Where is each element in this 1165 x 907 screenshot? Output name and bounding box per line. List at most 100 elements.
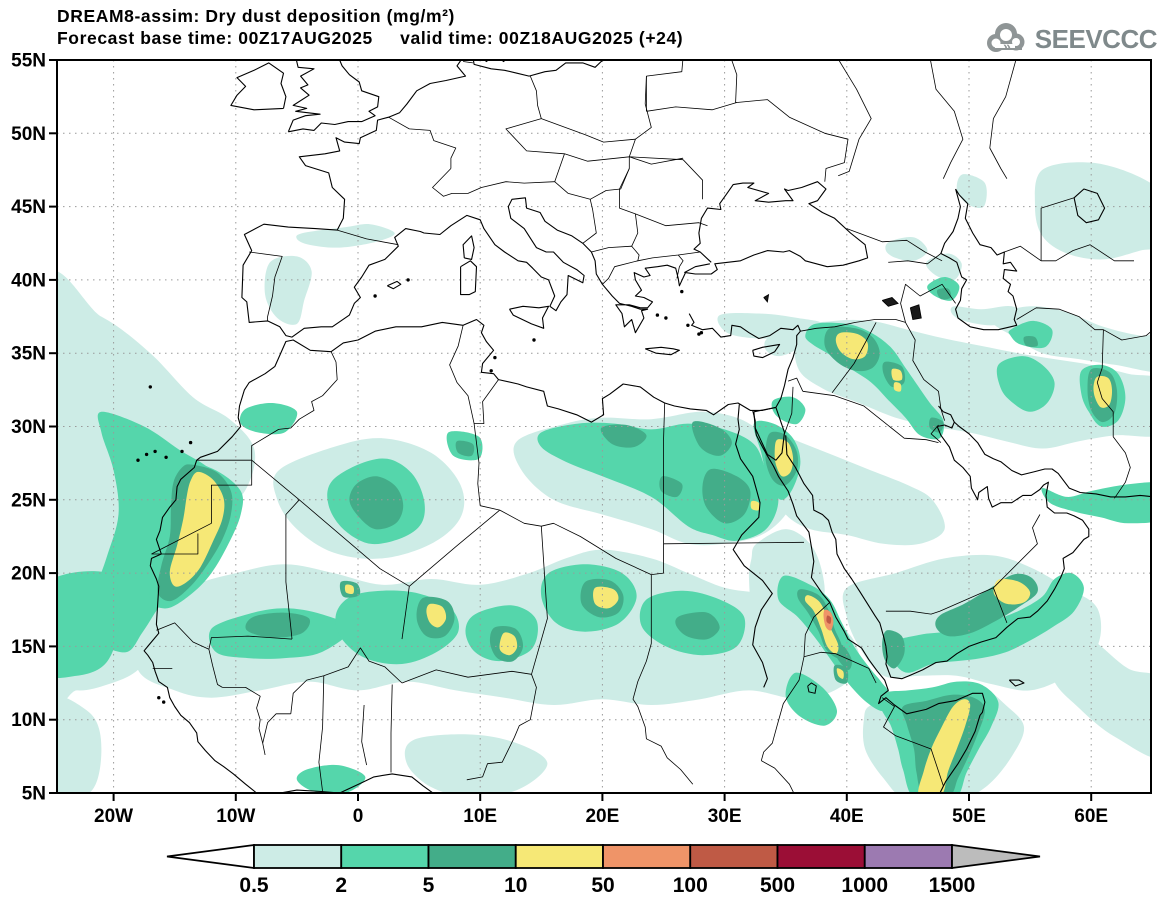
dust-region-level3 xyxy=(891,368,903,381)
lat-label: 45N xyxy=(11,197,46,218)
dust-region-level3 xyxy=(499,632,518,656)
dust-region-level0 xyxy=(296,223,395,248)
lon-label: 30E xyxy=(708,806,742,827)
colorbar-label: 5 xyxy=(423,874,435,897)
logo-text: SEEVCCC xyxy=(1034,23,1158,54)
lon-label: 50E xyxy=(952,806,986,827)
dust-region-level0 xyxy=(956,174,987,209)
dust-region-level3 xyxy=(918,699,971,793)
colorbar: 0.5 2 5 10 50 100 500 1000 1500 xyxy=(166,843,1041,897)
dust-region-level2 xyxy=(882,630,905,669)
colorbar-segment xyxy=(689,844,779,869)
plot-titles: DREAM8-assim: Dry dust deposition (mg/m²… xyxy=(57,5,683,49)
dust-region-level0 xyxy=(1034,162,1151,260)
dust-region-level2 xyxy=(675,612,720,640)
dust-region-level0 xyxy=(717,312,823,339)
lon-label: 20E xyxy=(585,806,619,827)
latitude-axis: 55N 50N 45N 40N 35N 30N 25N 20N 15N 10N 5N xyxy=(11,51,57,805)
lon-label: 10W xyxy=(216,806,255,827)
dust-region-level0 xyxy=(925,253,962,281)
dust-region-level0 xyxy=(264,255,312,325)
dust-region-level3 xyxy=(169,471,225,587)
dust-region-level3 xyxy=(993,578,1031,605)
colorbar-label: 100 xyxy=(673,874,708,897)
dust-region-level2 xyxy=(659,476,683,498)
lat-label: 30N xyxy=(11,417,46,438)
colorbar-label: 50 xyxy=(591,874,614,897)
dust-region-level3 xyxy=(750,500,760,511)
dust-region-level0 xyxy=(885,237,928,262)
dust-contours xyxy=(57,162,1151,793)
dust-region-level2 xyxy=(702,468,751,524)
lat-label: 35N xyxy=(11,344,46,365)
dust-region-level2 xyxy=(691,421,732,456)
lon-label: 0 xyxy=(353,806,364,827)
colorbar-label: 0.5 xyxy=(239,874,269,897)
cloud-icon: » xyxy=(986,23,1025,54)
country-borders xyxy=(151,60,1151,793)
dust-region-level0 xyxy=(758,426,945,546)
dust-region-level2 xyxy=(936,288,952,300)
lat-label: 10N xyxy=(11,710,46,731)
lon-label: 40E xyxy=(830,806,864,827)
dust-region-level1 xyxy=(1008,320,1053,349)
colorbar-label: 2 xyxy=(335,874,347,897)
grid-lines xyxy=(57,60,1151,793)
dust-region-level0 xyxy=(404,734,548,793)
colorbar-segment xyxy=(776,844,866,869)
dust-region-level0 xyxy=(1049,622,1151,757)
colorbar-label: 1000 xyxy=(841,874,888,897)
map-area xyxy=(57,60,1151,793)
lat-label: 55N xyxy=(11,51,46,72)
dust-region-level3 xyxy=(426,603,447,628)
dust-region-level2 xyxy=(245,612,311,638)
colorbar-segment xyxy=(427,844,517,869)
dust-region-level0 xyxy=(764,332,799,357)
lon-label: 10E xyxy=(463,806,497,827)
lat-label: 15N xyxy=(11,637,46,658)
dust-region-level0 xyxy=(57,694,102,793)
colorbar-segment xyxy=(514,844,604,869)
colorbar-label: 10 xyxy=(504,874,527,897)
dust-region-level3 xyxy=(344,584,354,595)
colorbar-over-arrow xyxy=(951,843,1041,870)
dust-region-level3 xyxy=(836,668,844,679)
dust-region-level2 xyxy=(455,440,475,457)
dust-region-level5 xyxy=(826,615,832,624)
small-islands xyxy=(136,278,704,704)
lon-label: 60E xyxy=(1074,806,1108,827)
dust-region-level3 xyxy=(593,586,619,609)
dust-region-level3 xyxy=(804,595,839,654)
colorbar-segment xyxy=(863,844,953,869)
dust-region-level1 xyxy=(57,571,120,678)
lon-label: 20W xyxy=(94,806,133,827)
longitude-axis: 20W 10W 0 10E 20E 30E 40E 50E 60E xyxy=(94,793,1108,827)
plot-title-line1: DREAM8-assim: Dry dust deposition (mg/m²… xyxy=(57,6,455,26)
lat-label: 50N xyxy=(11,124,46,145)
dust-region-level2 xyxy=(600,424,647,448)
dust-region-level1 xyxy=(996,356,1055,412)
colorbar-segment xyxy=(340,844,430,869)
lat-label: 5N xyxy=(22,784,46,805)
logo-arrow-glyph: » xyxy=(1003,38,1011,54)
plot-title-line2: Forecast base time: 00Z17AUG2025 valid t… xyxy=(57,28,684,48)
dust-region-level2 xyxy=(1023,335,1038,347)
colorbar-label: 1500 xyxy=(929,874,976,897)
seevccc-logo: » SEEVCCC xyxy=(983,20,1158,58)
lakes xyxy=(763,293,922,694)
dust-region-level1 xyxy=(296,764,366,793)
dust-region-level1 xyxy=(771,396,806,425)
lat-label: 25N xyxy=(11,490,46,511)
colorbar-under-arrow xyxy=(166,843,255,870)
colorbar-label: 500 xyxy=(760,874,795,897)
coastlines xyxy=(143,60,1151,793)
dust-region-level1 xyxy=(1041,482,1151,524)
dust-region-level1 xyxy=(785,672,838,726)
colorbar-segment xyxy=(253,844,343,869)
colorbar-segment xyxy=(602,844,692,869)
dust-region-level2 xyxy=(349,476,404,530)
dust-region-level2 xyxy=(929,417,944,433)
lat-label: 20N xyxy=(11,564,46,585)
